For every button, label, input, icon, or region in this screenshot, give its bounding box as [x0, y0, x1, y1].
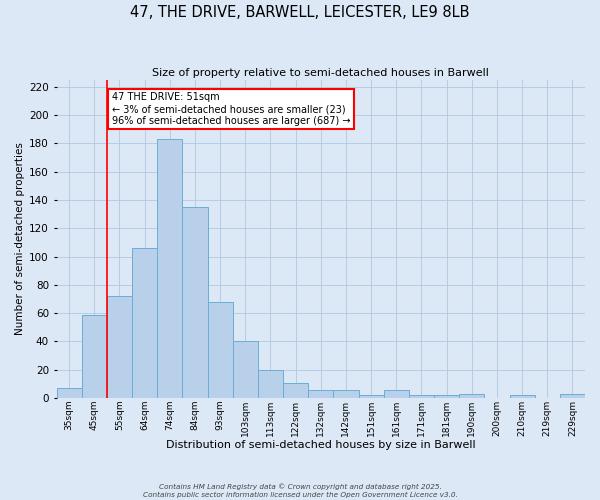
- Bar: [182, 207, 208, 398]
- X-axis label: Distribution of semi-detached houses by size in Barwell: Distribution of semi-detached houses by …: [166, 440, 476, 450]
- Text: Contains HM Land Registry data © Crown copyright and database right 2025.
Contai: Contains HM Land Registry data © Crown c…: [143, 484, 457, 498]
- Bar: [56, 388, 82, 398]
- Bar: [383, 390, 409, 398]
- Bar: [308, 390, 334, 398]
- Bar: [434, 395, 459, 398]
- Text: 47 THE DRIVE: 51sqm
← 3% of semi-detached houses are smaller (23)
96% of semi-de: 47 THE DRIVE: 51sqm ← 3% of semi-detache…: [112, 92, 350, 126]
- Bar: [157, 139, 182, 398]
- Bar: [82, 314, 107, 398]
- Bar: [509, 395, 535, 398]
- Bar: [283, 382, 308, 398]
- Bar: [208, 302, 233, 398]
- Title: Size of property relative to semi-detached houses in Barwell: Size of property relative to semi-detach…: [152, 68, 489, 78]
- Bar: [409, 395, 434, 398]
- Bar: [233, 342, 258, 398]
- Bar: [359, 395, 383, 398]
- Bar: [334, 390, 359, 398]
- Y-axis label: Number of semi-detached properties: Number of semi-detached properties: [15, 142, 25, 336]
- Bar: [560, 394, 585, 398]
- Bar: [258, 370, 283, 398]
- Bar: [107, 296, 132, 398]
- Bar: [459, 394, 484, 398]
- Bar: [132, 248, 157, 398]
- Text: 47, THE DRIVE, BARWELL, LEICESTER, LE9 8LB: 47, THE DRIVE, BARWELL, LEICESTER, LE9 8…: [130, 5, 470, 20]
